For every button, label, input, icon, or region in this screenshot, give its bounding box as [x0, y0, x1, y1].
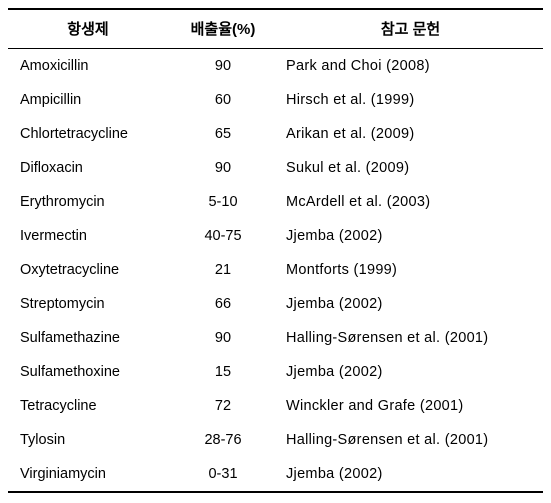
table-row: Tetracycline72Winckler and Grafe (2001) [8, 389, 543, 423]
cell-rate: 15 [168, 355, 278, 389]
cell-rate: 28-76 [168, 423, 278, 457]
table-row: Difloxacin90Sukul et al. (2009) [8, 151, 543, 185]
col-header-antibiotic: 항생제 [8, 9, 168, 49]
cell-reference: Hirsch et al. (1999) [278, 83, 543, 117]
cell-rate: 72 [168, 389, 278, 423]
cell-rate: 90 [168, 321, 278, 355]
cell-antibiotic: Virginiamycin [8, 457, 168, 492]
table-header-row: 항생제 배출율(%) 참고 문헌 [8, 9, 543, 49]
table-row: Virginiamycin0-31Jjemba (2002) [8, 457, 543, 492]
cell-rate: 5-10 [168, 185, 278, 219]
table-row: Oxytetracycline21Montforts (1999) [8, 253, 543, 287]
cell-rate: 90 [168, 49, 278, 84]
cell-reference: Jjemba (2002) [278, 287, 543, 321]
cell-antibiotic: Streptomycin [8, 287, 168, 321]
cell-antibiotic: Chlortetracycline [8, 117, 168, 151]
cell-reference: McArdell et al. (2003) [278, 185, 543, 219]
cell-reference: Park and Choi (2008) [278, 49, 543, 84]
cell-antibiotic: Sulfamethazine [8, 321, 168, 355]
cell-reference: Jjemba (2002) [278, 457, 543, 492]
cell-rate: 60 [168, 83, 278, 117]
table-row: Erythromycin5-10McArdell et al. (2003) [8, 185, 543, 219]
cell-reference: Arikan et al. (2009) [278, 117, 543, 151]
cell-antibiotic: Amoxicillin [8, 49, 168, 84]
col-header-reference: 참고 문헌 [278, 9, 543, 49]
table-row: Sulfamethazine90Halling-Sørensen et al. … [8, 321, 543, 355]
table-row: Amoxicillin90Park and Choi (2008) [8, 49, 543, 84]
cell-rate: 21 [168, 253, 278, 287]
cell-rate: 0-31 [168, 457, 278, 492]
cell-antibiotic: Ivermectin [8, 219, 168, 253]
cell-antibiotic: Sulfamethoxine [8, 355, 168, 389]
table-row: Streptomycin66Jjemba (2002) [8, 287, 543, 321]
antibiotic-excretion-table: 항생제 배출율(%) 참고 문헌 Amoxicillin90Park and C… [8, 8, 543, 493]
cell-rate: 66 [168, 287, 278, 321]
cell-antibiotic: Ampicillin [8, 83, 168, 117]
table-row: Tylosin28-76Halling-Sørensen et al. (200… [8, 423, 543, 457]
cell-reference: Jjemba (2002) [278, 355, 543, 389]
table-row: Ivermectin40-75Jjemba (2002) [8, 219, 543, 253]
col-header-rate: 배출율(%) [168, 9, 278, 49]
table-row: Ampicillin60Hirsch et al. (1999) [8, 83, 543, 117]
cell-reference: Jjemba (2002) [278, 219, 543, 253]
table-row: Sulfamethoxine15Jjemba (2002) [8, 355, 543, 389]
cell-reference: Halling-Sørensen et al. (2001) [278, 423, 543, 457]
cell-rate: 65 [168, 117, 278, 151]
cell-antibiotic: Difloxacin [8, 151, 168, 185]
cell-reference: Montforts (1999) [278, 253, 543, 287]
cell-antibiotic: Tylosin [8, 423, 168, 457]
table-body: Amoxicillin90Park and Choi (2008)Ampicil… [8, 49, 543, 493]
cell-reference: Sukul et al. (2009) [278, 151, 543, 185]
cell-rate: 40-75 [168, 219, 278, 253]
cell-reference: Winckler and Grafe (2001) [278, 389, 543, 423]
cell-rate: 90 [168, 151, 278, 185]
cell-reference: Halling-Sørensen et al. (2001) [278, 321, 543, 355]
cell-antibiotic: Oxytetracycline [8, 253, 168, 287]
cell-antibiotic: Erythromycin [8, 185, 168, 219]
cell-antibiotic: Tetracycline [8, 389, 168, 423]
table-row: Chlortetracycline65Arikan et al. (2009) [8, 117, 543, 151]
